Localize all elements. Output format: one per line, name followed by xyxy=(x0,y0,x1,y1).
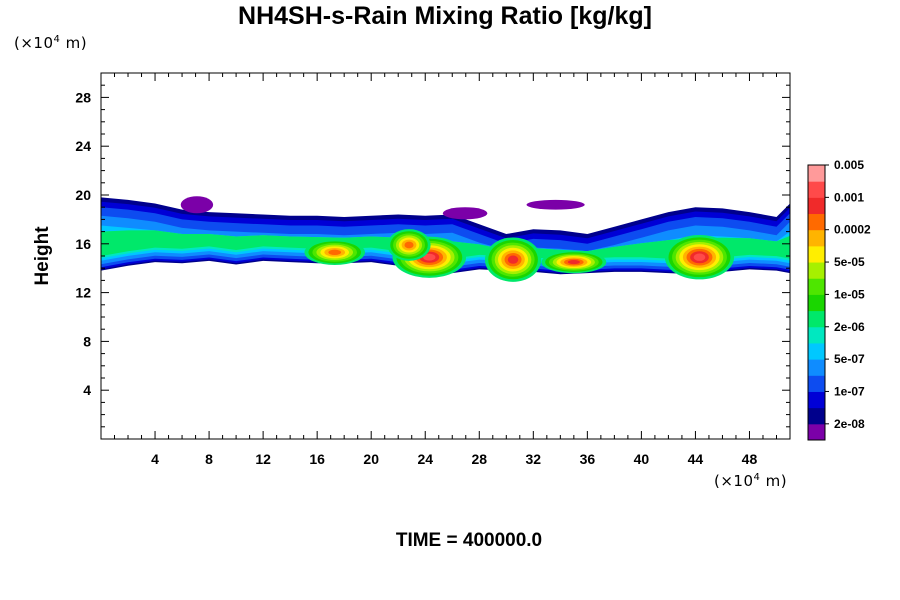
colorbar-label: 1e-07 xyxy=(834,384,865,398)
colorbar-label: 1e-05 xyxy=(834,287,865,301)
x-tick-label: 28 xyxy=(471,451,487,467)
y-unit-label: (×104 m) xyxy=(14,34,88,52)
colorbar-swatch xyxy=(808,229,825,247)
purple-patch-3 xyxy=(526,199,585,210)
colorbar-label: 5e-05 xyxy=(834,255,865,269)
hotspot-3-level-14 xyxy=(567,260,580,265)
colorbar-frame xyxy=(807,164,826,441)
purple-patch-1 xyxy=(180,196,214,214)
colorbar-swatch xyxy=(808,375,825,392)
y-tick-label: 28 xyxy=(75,89,91,105)
colorbar-swatch xyxy=(808,423,825,441)
time-label: TIME = 400000.0 xyxy=(395,530,543,551)
colorbar-swatch xyxy=(808,407,825,425)
x-tick-label: 24 xyxy=(417,451,433,467)
colorbar: 2e-08 1e-07 5e-07 2e-06 1e-05 5e-05 0.0002 0.00… xyxy=(807,158,871,441)
colorbar-swatch xyxy=(808,181,825,198)
x-tick-label: 32 xyxy=(526,451,542,467)
colorbar-label: 5e-07 xyxy=(834,352,865,366)
colorbar-swatch xyxy=(808,359,825,376)
contour-field xyxy=(101,196,790,282)
x-tick-label: 20 xyxy=(363,451,379,467)
y-tick-label: 12 xyxy=(75,285,91,301)
colorbar-swatch xyxy=(808,310,825,328)
x-tick-label: 48 xyxy=(742,451,758,467)
hotspot-5-level-13 xyxy=(328,249,342,256)
x-tick-label: 40 xyxy=(634,451,650,467)
colorbar-swatch xyxy=(808,294,825,312)
colorbar-swatch xyxy=(808,262,825,279)
y-tick-label: 16 xyxy=(75,236,91,252)
chart-title: NH4SH-s-Rain Mixing Ratio [kg/kg] xyxy=(238,2,652,30)
colorbar-swatch xyxy=(808,245,825,263)
colorbar-swatch xyxy=(808,326,825,344)
hotspot-6-level-13 xyxy=(404,241,414,249)
y-tick-label: 20 xyxy=(75,187,91,203)
x-tick-label: 8 xyxy=(205,451,213,467)
colorbar-label: 0.0002 xyxy=(834,223,871,237)
y-tick-label: 24 xyxy=(75,138,91,154)
x-tick-label: 4 xyxy=(151,451,159,467)
colorbar-label: 2e-08 xyxy=(834,417,865,431)
hotspot-4-level-15 xyxy=(693,253,706,261)
colorbar-swatch xyxy=(808,342,825,360)
colorbar-swatch xyxy=(808,197,825,215)
colorbar-label: 2e-06 xyxy=(834,320,865,334)
x-tick-label: 36 xyxy=(580,451,596,467)
hotspot-2-level-14 xyxy=(507,255,519,264)
x-unit-label: (×104 m) xyxy=(714,472,788,490)
x-tick-label: 12 xyxy=(255,451,271,467)
colorbar-swatch xyxy=(808,165,825,182)
colorbar-swatch xyxy=(808,391,825,409)
colorbar-label: 0.005 xyxy=(834,158,864,172)
colorbar-swatch xyxy=(808,213,825,231)
x-tick-label: 16 xyxy=(309,451,325,467)
colorbar-label: 0.001 xyxy=(834,190,864,204)
y-tick-label: 8 xyxy=(83,333,91,349)
hotspot-1-level-15 xyxy=(423,253,436,261)
purple-patch-2 xyxy=(442,207,488,220)
colorbar-swatch xyxy=(808,278,825,295)
y-tick-label: 4 xyxy=(83,382,91,398)
x-tick-label: 44 xyxy=(688,451,704,467)
